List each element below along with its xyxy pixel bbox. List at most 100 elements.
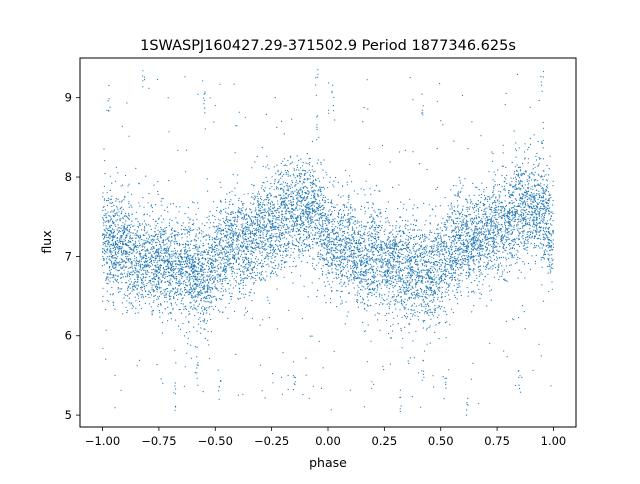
data-point: [245, 222, 247, 224]
data-point: [242, 266, 244, 268]
data-point: [397, 261, 399, 263]
data-point: [256, 221, 258, 223]
data-point: [209, 288, 211, 290]
data-point: [542, 158, 545, 160]
data-point: [413, 273, 415, 275]
data-point: [479, 298, 481, 300]
data-point: [133, 289, 135, 291]
data-point: [445, 282, 448, 284]
data-point: [321, 273, 323, 275]
data-point: [339, 227, 341, 229]
data-point: [482, 225, 484, 227]
data-point: [170, 283, 172, 285]
data-point: [435, 324, 437, 326]
data-point: [527, 252, 529, 254]
data-point: [350, 250, 353, 252]
data-point: [419, 312, 421, 314]
data-point: [547, 247, 549, 249]
data-point: [129, 226, 132, 228]
data-point: [361, 270, 363, 272]
data-point: [469, 202, 472, 204]
data-point: [549, 223, 552, 225]
data-point: [159, 316, 161, 318]
data-point: [550, 249, 552, 251]
data-point: [163, 262, 165, 264]
data-point: [287, 232, 289, 234]
data-point: [163, 233, 165, 235]
data-point: [210, 318, 212, 321]
data-point: [464, 231, 466, 233]
data-point: [410, 297, 413, 299]
data-point: [162, 292, 164, 294]
data-point: [532, 196, 534, 198]
data-point: [274, 233, 276, 235]
data-point: [189, 258, 191, 260]
data-point: [436, 269, 438, 271]
data-point: [519, 214, 521, 216]
data-point: [483, 188, 485, 191]
data-point: [359, 250, 361, 252]
data-point: [507, 221, 509, 224]
data-point: [414, 296, 416, 298]
data-point: [432, 241, 434, 243]
data-point: [378, 313, 380, 315]
data-point: [313, 258, 315, 260]
data-point: [250, 220, 253, 222]
data-point: [150, 240, 152, 242]
data-point: [352, 260, 354, 262]
data-point: [104, 221, 106, 223]
data-point: [462, 249, 464, 251]
data-point: [525, 222, 527, 224]
data-point: [271, 201, 273, 204]
data-point: [387, 267, 389, 269]
data-point: [529, 218, 531, 220]
data-point: [138, 264, 140, 266]
data-point: [323, 281, 325, 283]
data-point: [421, 304, 423, 306]
data-point: [486, 207, 488, 209]
data-point: [169, 218, 171, 220]
data-point: [118, 227, 120, 229]
data-point: [221, 280, 224, 282]
data-point: [149, 292, 152, 294]
data-point: [185, 284, 187, 286]
data-point: [474, 243, 476, 245]
data-point: [419, 234, 422, 236]
data-point: [144, 226, 146, 228]
data-point: [121, 200, 123, 202]
data-point: [162, 249, 164, 251]
data-point: [233, 239, 235, 241]
data-point: [218, 249, 220, 251]
data-point: [259, 224, 261, 226]
data-point: [110, 202, 112, 204]
data-point: [165, 230, 167, 232]
data-point: [470, 228, 472, 230]
data-point: [498, 190, 500, 192]
data-point: [481, 250, 483, 252]
data-point: [342, 216, 344, 218]
data-point: [263, 214, 265, 216]
data-point: [354, 233, 356, 235]
data-point: [387, 236, 389, 238]
data-point: [198, 284, 200, 286]
data-point: [217, 259, 219, 262]
data-point: [503, 188, 505, 190]
data-point: [478, 275, 480, 277]
data-point: [311, 265, 313, 267]
data-point: [165, 252, 167, 254]
data-point: [447, 263, 449, 266]
data-point: [530, 192, 532, 194]
data-point: [459, 230, 461, 232]
data-point: [147, 263, 149, 265]
data-point: [143, 213, 146, 215]
data-point: [178, 233, 180, 235]
data-point: [387, 253, 389, 255]
data-point: [296, 194, 298, 196]
data-point: [532, 208, 534, 210]
data-point: [271, 229, 273, 231]
data-point: [457, 192, 459, 194]
data-point: [530, 179, 533, 181]
data-point: [516, 199, 518, 202]
data-point: [103, 264, 105, 266]
data-point: [193, 222, 195, 224]
